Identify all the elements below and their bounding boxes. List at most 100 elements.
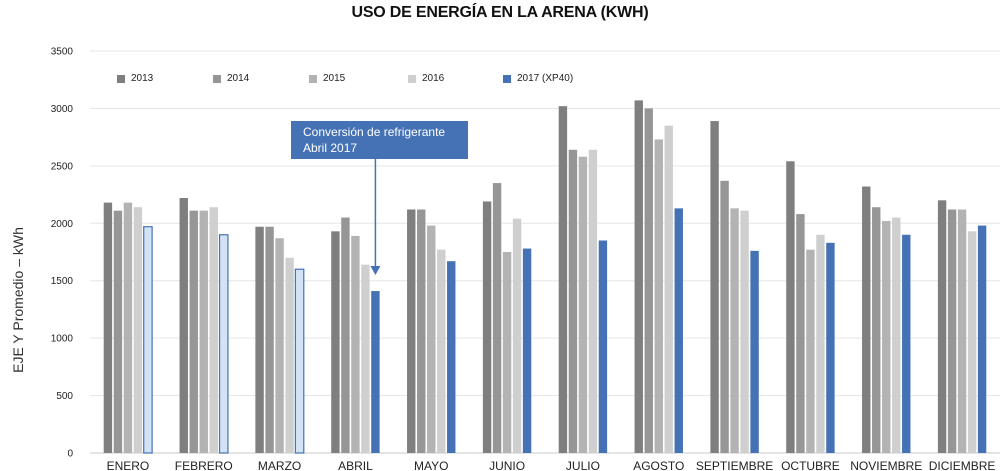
bar [826, 242, 835, 453]
bar [294, 268, 305, 454]
bar [588, 149, 598, 453]
bar [407, 209, 416, 453]
bar [816, 234, 825, 453]
legend-swatch [309, 74, 317, 83]
bar [674, 208, 683, 453]
legend-item: 2017 (XP40) [503, 73, 573, 84]
bar [957, 209, 967, 453]
bar [710, 121, 719, 453]
legend-item: 2013 [117, 73, 153, 84]
y-tick-label: 2500 [51, 161, 74, 172]
bar [720, 180, 729, 453]
bar [482, 201, 492, 453]
x-tick-label: ABRIL [338, 459, 373, 471]
bar [103, 202, 113, 453]
bar [492, 183, 502, 454]
legend-label: 2015 [323, 73, 346, 84]
y-tick-label: 3500 [51, 47, 74, 58]
bar [568, 149, 578, 453]
x-tick-label: FEBRERO [175, 459, 233, 471]
bar [133, 207, 143, 453]
x-tick-label: JUNIO [489, 459, 525, 471]
bar [664, 125, 673, 454]
bar [806, 249, 815, 453]
legend-swatch [117, 74, 125, 83]
bar [275, 238, 284, 453]
bar [113, 210, 123, 453]
legend-label: 2013 [131, 73, 154, 84]
bar [730, 208, 739, 453]
bar [872, 207, 881, 453]
bar [512, 218, 522, 453]
legend-label: 2014 [227, 73, 250, 84]
x-tick-label: SEPTIEMBRE [696, 459, 773, 471]
bar [598, 240, 608, 453]
bar [786, 161, 795, 453]
bar [361, 264, 370, 453]
bar [522, 248, 532, 453]
bar [750, 250, 759, 453]
bar [578, 156, 588, 453]
bar [502, 252, 512, 453]
legend-label: 2016 [422, 73, 445, 84]
bar [654, 139, 663, 453]
bar [644, 108, 653, 453]
bar [341, 217, 350, 453]
bar [558, 106, 568, 453]
bar [892, 217, 901, 453]
x-tick-label: AGOSTO [633, 459, 684, 471]
annotation-line-2: Abril 2017 [303, 141, 358, 155]
bar [285, 257, 294, 453]
bar [947, 209, 957, 453]
bar [967, 231, 977, 453]
bar [417, 209, 426, 453]
x-tick-label: MAYO [414, 459, 448, 471]
bar [371, 291, 380, 453]
x-tick-label: JULIO [566, 459, 600, 471]
bar [351, 235, 360, 453]
bar [882, 220, 891, 453]
bar [218, 234, 229, 454]
bar [179, 198, 188, 453]
legend-item: 2015 [309, 73, 345, 84]
y-tick-label: 1500 [51, 276, 74, 287]
bar [209, 207, 218, 453]
x-tick-label: OCTUBRE [781, 459, 840, 471]
annotation-arrowhead [370, 266, 381, 276]
bar [796, 214, 805, 453]
bar [740, 210, 749, 453]
y-tick-label: 500 [56, 391, 73, 402]
y-tick-label: 1000 [51, 334, 74, 345]
bar [123, 202, 133, 453]
legend-swatch [213, 74, 221, 83]
bar [143, 226, 153, 454]
legend-item: 2014 [213, 73, 249, 84]
x-tick-label: NOVIEMBRE [850, 459, 922, 471]
bar [189, 210, 198, 453]
bar [447, 261, 456, 453]
x-tick-label: ENERO [107, 459, 150, 471]
bar [977, 225, 987, 453]
bar [427, 225, 436, 453]
bar [437, 249, 446, 453]
bar [902, 234, 911, 453]
annotation-line-1: Conversión de refrigerante [303, 125, 446, 139]
legend-swatch [503, 74, 511, 83]
bar [199, 210, 208, 453]
x-tick-label: DICIEMBRE [929, 459, 996, 471]
annotation-box: Conversión de refrigerante Abril 2017 [291, 121, 468, 159]
legend-label: 2017 (XP40) [517, 73, 574, 84]
bar [331, 231, 340, 453]
y-tick-label: 2000 [51, 219, 74, 230]
x-tick-label: MARZO [258, 459, 301, 471]
y-tick-label: 3000 [51, 104, 74, 115]
legend-item: 2016 [408, 73, 444, 84]
bar [862, 186, 871, 453]
chart-title: USO DE ENERGÍA EN LA ARENA (KWH) [351, 4, 649, 21]
bar [937, 200, 947, 453]
bar [265, 226, 274, 453]
y-tick-label: 0 [67, 449, 73, 460]
legend-swatch [408, 74, 416, 83]
bar [634, 100, 643, 453]
